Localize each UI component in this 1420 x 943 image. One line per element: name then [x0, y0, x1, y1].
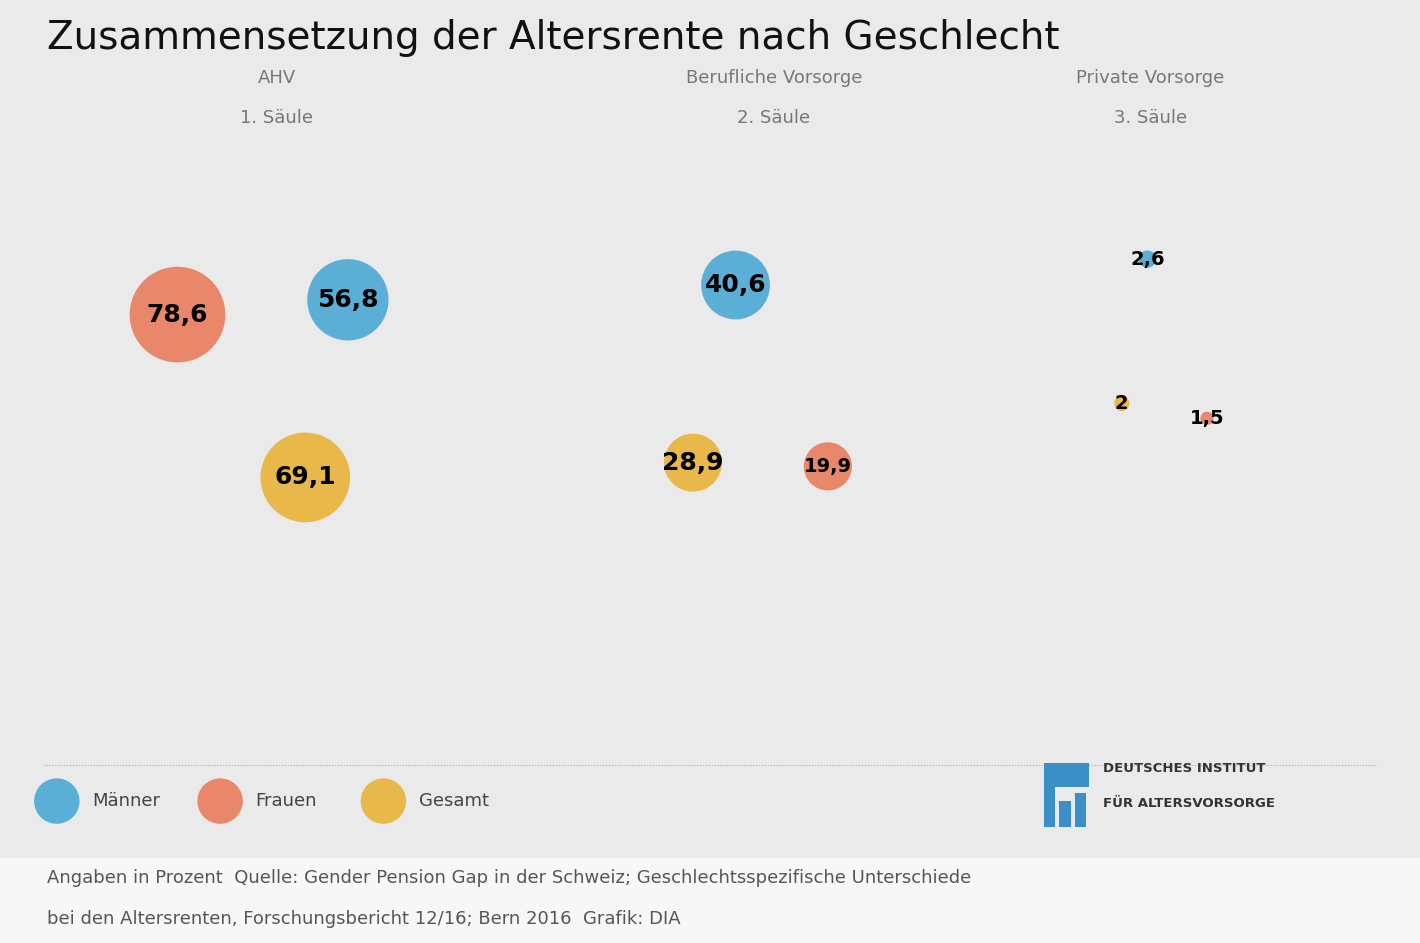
- Ellipse shape: [701, 251, 770, 320]
- Ellipse shape: [1200, 412, 1214, 425]
- Bar: [1059, 801, 1071, 827]
- Text: 40,6: 40,6: [704, 273, 767, 297]
- Text: bei den Altersrenten, Forschungsbericht 12/16; Bern 2016  Grafik: DIA: bei den Altersrenten, Forschungsbericht …: [47, 910, 680, 928]
- Ellipse shape: [1139, 251, 1156, 268]
- Ellipse shape: [804, 442, 852, 490]
- Ellipse shape: [307, 259, 389, 340]
- Bar: [1044, 786, 1055, 827]
- Text: 69,1: 69,1: [274, 466, 337, 489]
- Text: Frauen: Frauen: [256, 792, 317, 810]
- Bar: [1075, 793, 1086, 827]
- Bar: [1044, 763, 1089, 786]
- Text: 3. Säule: 3. Säule: [1113, 109, 1187, 127]
- Text: Zusammensetzung der Altersrente nach Geschlecht: Zusammensetzung der Altersrente nach Ges…: [47, 19, 1059, 57]
- Text: Private Vorsorge: Private Vorsorge: [1076, 69, 1224, 87]
- Text: DEUTSCHES INSTITUT: DEUTSCHES INSTITUT: [1103, 762, 1265, 775]
- Text: 19,9: 19,9: [804, 456, 852, 476]
- Text: 2: 2: [1115, 394, 1129, 413]
- Text: 56,8: 56,8: [317, 288, 379, 312]
- Text: 1,5: 1,5: [1190, 408, 1224, 428]
- Text: Berufliche Vorsorge: Berufliche Vorsorge: [686, 69, 862, 87]
- Ellipse shape: [260, 433, 351, 522]
- Bar: [0, 858, 1420, 943]
- Text: 1. Säule: 1. Säule: [240, 109, 314, 127]
- Text: 28,9: 28,9: [662, 451, 724, 474]
- Ellipse shape: [361, 778, 406, 824]
- Text: 78,6: 78,6: [146, 303, 209, 326]
- Ellipse shape: [665, 434, 721, 491]
- Ellipse shape: [197, 778, 243, 824]
- Ellipse shape: [34, 778, 80, 824]
- Text: 2. Säule: 2. Säule: [737, 109, 811, 127]
- Text: 2,6: 2,6: [1130, 250, 1164, 269]
- Text: Männer: Männer: [92, 792, 160, 810]
- Ellipse shape: [1115, 396, 1129, 411]
- Ellipse shape: [129, 267, 226, 362]
- Text: AHV: AHV: [258, 69, 295, 87]
- Text: Gesamt: Gesamt: [419, 792, 488, 810]
- Text: FÜR ALTERSVORSORGE: FÜR ALTERSVORSORGE: [1103, 797, 1275, 810]
- Text: Angaben in Prozent  Quelle: Gender Pension Gap in der Schweiz; Geschlechtsspezif: Angaben in Prozent Quelle: Gender Pensio…: [47, 869, 971, 887]
